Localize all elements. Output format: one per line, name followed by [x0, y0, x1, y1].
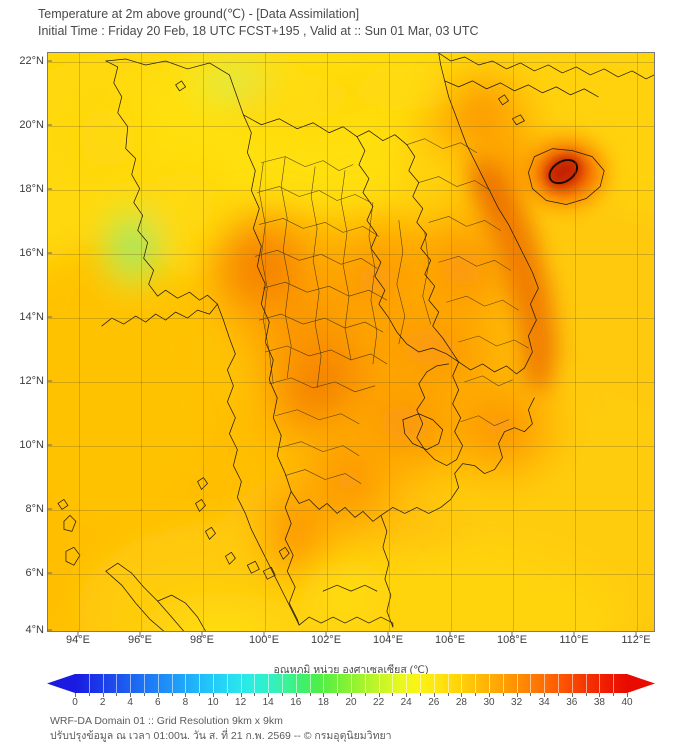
map-plot-area	[47, 52, 655, 632]
colorbar-label: 20	[345, 697, 357, 708]
colorbar-label: 34	[538, 697, 550, 708]
colorbar-label: 22	[373, 697, 385, 708]
colorbar-label: 4	[127, 697, 133, 708]
footer-credit: ปรับปรุงข้อมูล ณ เวลา 01:00น. วัน ส. ที่…	[50, 730, 392, 742]
ytick-label: 16°N	[19, 247, 44, 259]
colorbar-label: 0	[72, 697, 78, 708]
ytick-label: 12°N	[19, 375, 44, 387]
xtick-label: 106°E	[434, 634, 466, 646]
colorbar-ticks: 0 2 4 6 8 10 12 14 16 18 20 22 24 26 28 …	[72, 693, 633, 708]
colorbar: 0 2 4 6 8 10 12 14 16 18 20 22 24 26 28 …	[47, 672, 655, 708]
coastline-border-overlay	[48, 53, 654, 631]
colorbar-label: 24	[400, 697, 412, 708]
colorbar-label: 40	[621, 697, 633, 708]
ytick-label: 14°N	[19, 311, 44, 323]
colorbar-label: 30	[483, 697, 495, 708]
xtick-label: 100°E	[248, 634, 280, 646]
xtick-label: 96°E	[128, 634, 152, 646]
colorbar-label: 28	[455, 697, 467, 708]
xtick-label: 108°E	[496, 634, 528, 646]
colorbar-label: 16	[290, 697, 302, 708]
xtick-label: 102°E	[310, 634, 342, 646]
title-block: Temperature at 2m above ground(℃) - [Dat…	[38, 6, 658, 40]
colorbar-label: 12	[235, 697, 247, 708]
colorbar-label: 8	[182, 697, 189, 708]
xtick-label: 98°E	[190, 634, 214, 646]
ytick-label: 8°N	[25, 503, 44, 515]
temperature-field	[48, 53, 654, 631]
xtick-label: 110°E	[559, 634, 589, 646]
colorbar-extend-low-arrow	[47, 674, 75, 693]
xtick-label: 104°E	[372, 634, 404, 646]
colorbar-label: 38	[593, 697, 605, 708]
colorbar-label: 36	[566, 697, 578, 708]
colorbar-label: 10	[207, 697, 219, 708]
colorbar-label: 32	[511, 697, 523, 708]
map-gridlines	[48, 53, 654, 631]
ytick-label: 4°N	[25, 624, 44, 636]
xtick-label: 94°E	[66, 634, 90, 646]
page-title: Temperature at 2m above ground(℃) - [Dat…	[38, 7, 360, 21]
ytick-label: 18°N	[19, 183, 44, 195]
colorbar-gradient	[75, 674, 627, 693]
colorbar-extend-high-arrow	[627, 674, 655, 693]
colorbar-label: 18	[317, 697, 329, 708]
colorbar-label: 14	[262, 697, 274, 708]
colorbar-label: 6	[155, 697, 161, 708]
colorbar-label: 2	[99, 697, 106, 708]
colorbar-title: อุณหภูมิ หน่วย องศาเซลเซียส (℃)	[273, 664, 429, 676]
ytick-label: 20°N	[19, 119, 44, 131]
ytick-label: 6°N	[25, 567, 44, 579]
ytick-label: 22°N	[19, 55, 44, 67]
footer: WRF-DA Domain 01 :: Grid Resolution 9km …	[50, 714, 650, 744]
footer-model-info: WRF-DA Domain 01 :: Grid Resolution 9km …	[50, 715, 283, 727]
colorbar-label: 26	[428, 697, 440, 708]
xtick-label: 112°E	[621, 634, 651, 646]
page-subtitle: Initial Time : Friday 20 Feb, 18 UTC FCS…	[38, 24, 479, 38]
ytick-label: 10°N	[19, 439, 44, 451]
